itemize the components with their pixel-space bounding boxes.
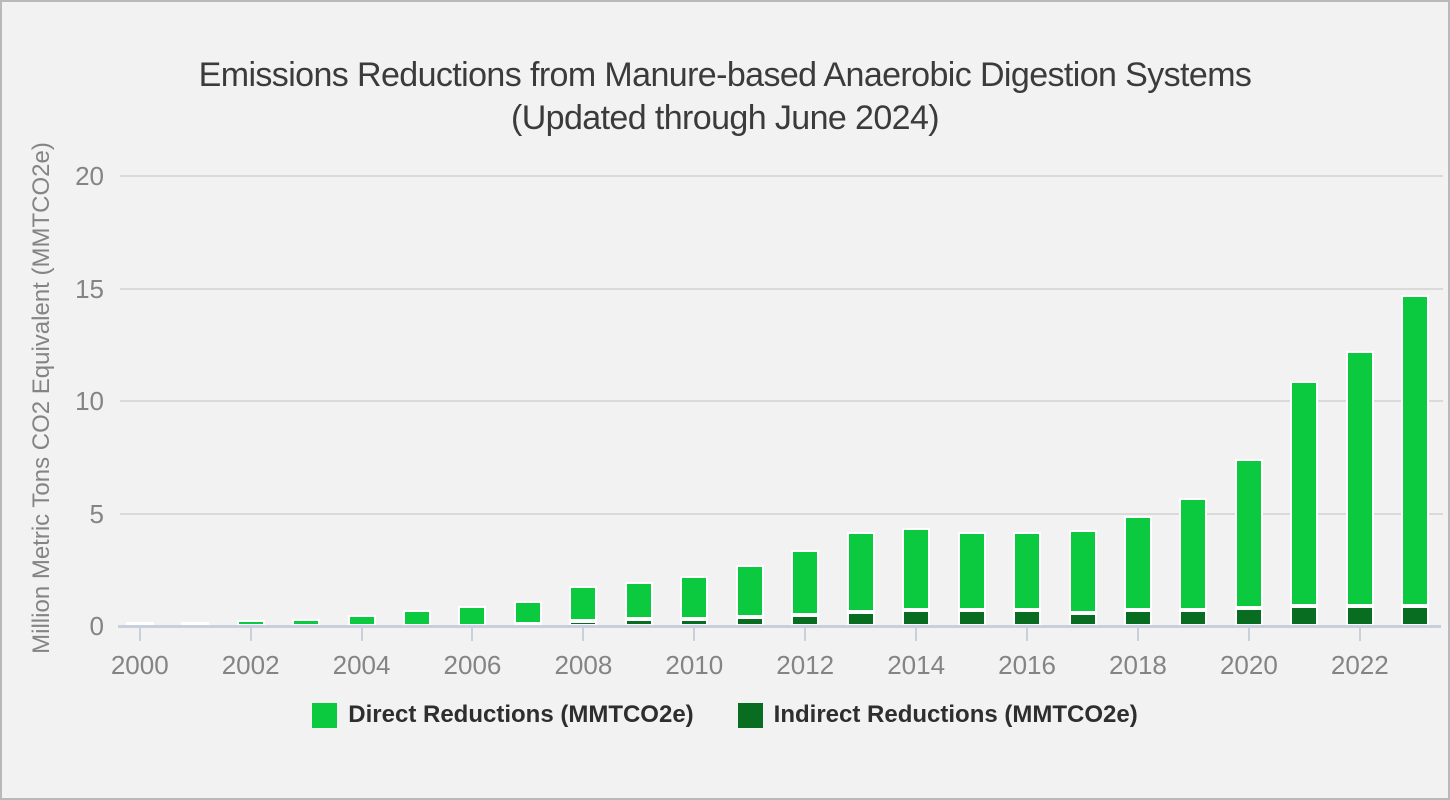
x-axis-tick bbox=[582, 628, 585, 641]
x-axis-line bbox=[118, 625, 1441, 628]
x-tick-label: 2006 bbox=[443, 650, 502, 680]
x-tick-label: 2018 bbox=[1109, 650, 1167, 680]
bar-segment-direct bbox=[624, 582, 653, 620]
bar-segment-indirect bbox=[846, 612, 875, 626]
chart-title-line1: Emissions Reductions from Manure-based A… bbox=[198, 56, 1252, 94]
bar-segment-indirect bbox=[791, 614, 820, 626]
x-tick-label: 2020 bbox=[1219, 650, 1278, 680]
y-tick-label: 0 bbox=[89, 611, 104, 641]
bar-segment-direct bbox=[1123, 516, 1152, 610]
gridline bbox=[120, 175, 1443, 177]
legend-item-indirect: Indirect Reductions (MMTCO2e) bbox=[737, 701, 1138, 729]
x-axis-tick bbox=[249, 628, 252, 641]
bar-segment-direct bbox=[1068, 530, 1097, 613]
bar-segment-direct bbox=[1234, 458, 1263, 608]
bar-segment-indirect bbox=[957, 609, 986, 626]
legend-item-direct: Direct Reductions (MMTCO2e) bbox=[312, 701, 694, 729]
x-tick-label: 2002 bbox=[221, 650, 280, 680]
bar-segment-direct bbox=[1013, 531, 1042, 610]
bar-segment-indirect bbox=[1068, 612, 1097, 626]
bar-segment-direct bbox=[735, 564, 764, 617]
legend-label-indirect: Indirect Reductions (MMTCO2e) bbox=[773, 701, 1138, 728]
bar-segment-direct bbox=[680, 575, 709, 620]
bar-segment-direct bbox=[1179, 497, 1208, 611]
bar-segment-direct bbox=[791, 550, 820, 615]
bar-segment-direct bbox=[846, 531, 875, 613]
bar-segment-direct bbox=[569, 585, 598, 621]
bar-segment-indirect bbox=[902, 609, 931, 626]
bar-segment-direct bbox=[957, 532, 986, 610]
bar-segment-direct bbox=[458, 605, 487, 626]
x-axis-tick bbox=[471, 628, 474, 641]
x-tick-label: 2004 bbox=[332, 650, 391, 680]
y-tick-label: 5 bbox=[89, 498, 104, 529]
bar-segment-direct bbox=[403, 610, 432, 626]
y-tick-label: 20 bbox=[75, 161, 104, 191]
bar-segment-direct bbox=[902, 528, 931, 610]
bar-segment-indirect bbox=[1290, 605, 1319, 626]
x-axis-tick bbox=[915, 628, 918, 641]
bar-segment-direct bbox=[1290, 381, 1319, 606]
bar-segment-indirect bbox=[1013, 609, 1042, 626]
bar-segment-indirect bbox=[1234, 607, 1263, 626]
x-axis-tick bbox=[1247, 628, 1250, 641]
chart-title-line2: (Updated through June 2024) bbox=[510, 99, 940, 137]
chart-title: Emissions Reductions from Manure-based A… bbox=[2, 54, 1448, 140]
x-axis-tick bbox=[1136, 628, 1139, 641]
x-axis-tick bbox=[1026, 628, 1029, 641]
bar-segment-indirect bbox=[1123, 609, 1152, 626]
x-tick-label: 2010 bbox=[665, 650, 724, 680]
legend: Direct Reductions (MMTCO2e) Indirect Red… bbox=[2, 701, 1448, 729]
legend-label-direct: Direct Reductions (MMTCO2e) bbox=[348, 701, 694, 728]
x-axis-tick bbox=[1358, 628, 1361, 641]
bar-segment-indirect bbox=[1401, 606, 1430, 626]
y-tick-label: 15 bbox=[75, 273, 104, 304]
y-tick-label: 10 bbox=[75, 386, 104, 416]
plot-area: 0 5 10 15 20 2000 2002 2004 2006 2008 2010 2012 2014… bbox=[75, 161, 1443, 680]
gridline bbox=[120, 400, 1443, 402]
gridline bbox=[120, 512, 1443, 515]
x-tick-label: 2012 bbox=[776, 650, 835, 680]
gridline bbox=[120, 287, 1443, 290]
x-tick-label: 2022 bbox=[1330, 650, 1389, 680]
bar-segment-direct bbox=[1345, 350, 1374, 606]
bar-segment-indirect bbox=[1179, 610, 1208, 626]
x-tick-label: 2014 bbox=[887, 650, 946, 680]
bar-segment-direct bbox=[236, 619, 265, 626]
legend-swatch-indirect-icon bbox=[737, 702, 763, 728]
x-axis-tick bbox=[138, 628, 141, 641]
bar-segment-indirect bbox=[569, 620, 598, 626]
x-axis-tick bbox=[360, 628, 363, 641]
x-tick-label: 2016 bbox=[998, 650, 1056, 680]
x-tick-label: 2008 bbox=[554, 650, 613, 680]
legend-swatch-direct-icon bbox=[312, 702, 338, 728]
x-axis-tick bbox=[804, 628, 807, 641]
bar-segment-direct bbox=[513, 600, 542, 624]
bar-segment-direct bbox=[1401, 294, 1430, 607]
bar-segment-indirect bbox=[1345, 605, 1374, 626]
x-axis-tick bbox=[693, 628, 696, 641]
x-tick-label: 2000 bbox=[110, 650, 169, 680]
